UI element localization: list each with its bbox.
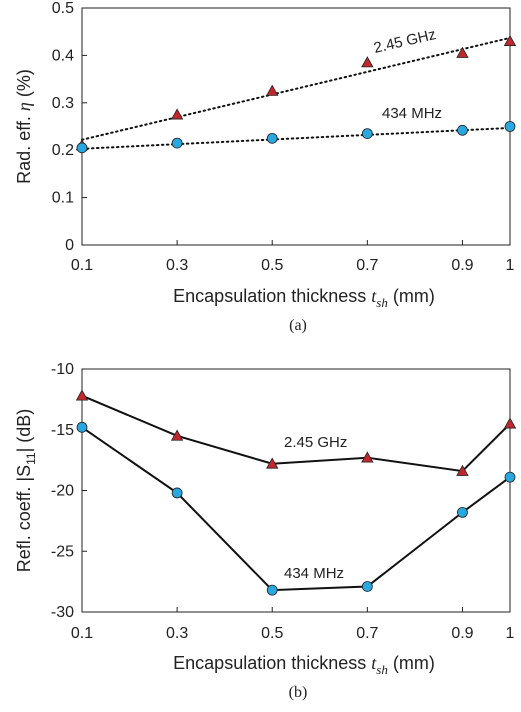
data-point-circle [361,128,373,140]
series-annotation: 434 MHz [382,105,442,122]
y-tick-label: -20 [51,483,74,500]
x-tick-label: 0.7 [356,257,378,274]
panel-a-rad-efficiency-chart: 0.1 0.3 0.5 0.7 0.9 1 0 0.1 0.2 0.3 0.4 0.5 Encapsul… [14,0,517,334]
data-point-circle [76,142,88,154]
data-point-triangle [361,56,374,68]
x-tick-label: 0.9 [451,257,473,274]
y-tick-label: 0.1 [52,190,74,207]
y-axis-label: Refl. coeff. |S11| (dB) [14,409,38,573]
data-point-triangle [456,464,469,476]
y-axis-label: Rad. eff. η (%) [14,69,34,184]
x-axis-label: Encapsulation thickness tsh (mm) [173,286,435,310]
data-point-circle [171,137,183,149]
x-tick-label: 0.9 [451,625,473,642]
y-tick-label: 0.4 [52,47,74,64]
series-annotation: 2.45 GHz [284,434,347,451]
x-tick-label: 0.1 [71,625,93,642]
data-point-circle [266,584,278,596]
data-point-circle [361,581,373,592]
data-point-triangle [456,46,469,58]
data-point-circle [504,471,516,483]
trend-line [81,36,511,141]
panel-caption: (b) [289,684,308,701]
x-tick-label: 0.5 [261,625,283,642]
data-point-triangle [361,451,374,463]
data-point-circle [504,121,516,132]
x-tick-label: 1 [506,625,515,642]
data-point-circle [457,506,468,518]
series-434-mhz [76,421,516,596]
x-tick-label: 0.5 [261,257,283,274]
panel-caption: (a) [289,317,307,334]
y-tick-label: 0.5 [52,0,74,17]
x-axis-label: Encapsulation thickness tsh (mm) [173,653,435,677]
data-point-triangle [503,34,517,46]
y-tick-label: -30 [51,604,74,621]
x-tick-label: 0.3 [166,257,188,274]
y-tick-label: -10 [51,361,74,378]
x-tick-label: 0.1 [71,257,93,274]
data-point-circle [171,487,183,499]
y-tick-label: 0.2 [52,142,74,159]
data-point-triangle [170,429,184,441]
x-tick-label: 1 [506,257,515,274]
x-tick-label: 0.3 [166,625,188,642]
data-point-triangle [266,457,279,469]
data-point-circle [76,421,88,433]
series-2-45-ghz [75,389,517,476]
trend-line [81,126,511,150]
series-line [81,394,511,473]
data-point-triangle [266,84,279,96]
data-point-circle [457,124,468,136]
plot-frame [81,7,511,246]
data-point-triangle [75,389,89,401]
panel-b-reflection-coefficient-chart: 0.1 0.3 0.5 0.7 0.9 1 -10 -15 -20 -25 -30 Encapsula… [14,361,517,701]
y-tick-label: 0.3 [52,95,74,112]
x-tick-label: 0.7 [356,625,378,642]
series-2-45-ghz [75,34,517,151]
series-line [81,426,511,592]
y-tick-label: 0 [65,237,74,254]
y-tick-label: -15 [51,422,74,439]
data-point-triangle [170,108,184,120]
series-434-mhz [76,121,516,154]
y-tick-label: -25 [51,543,74,560]
data-point-circle [266,132,278,144]
data-point-triangle [503,417,517,429]
series-annotation: 2.45 GHz [372,26,438,57]
series-annotation: 434 MHz [284,565,344,582]
